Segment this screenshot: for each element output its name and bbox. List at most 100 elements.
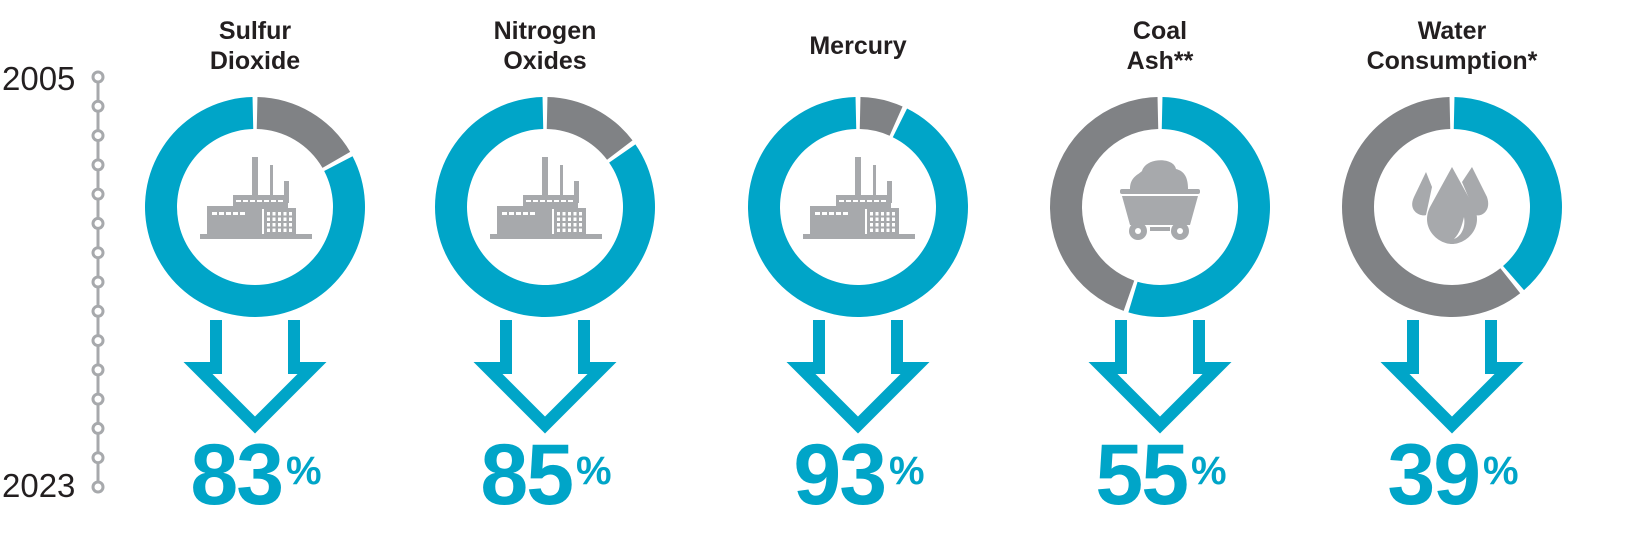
window (267, 223, 270, 227)
window (568, 200, 573, 202)
drop (1412, 172, 1432, 216)
window (219, 212, 224, 215)
remaining-segment (859, 97, 903, 136)
remaining-segment (1342, 97, 1521, 318)
water-drops-icon (1412, 167, 1489, 244)
window (278, 228, 281, 232)
smokestack (560, 165, 563, 195)
window (557, 228, 560, 232)
window (557, 223, 560, 227)
timeline-dot (91, 363, 105, 377)
timeline-dot (91, 246, 105, 260)
window (554, 200, 559, 202)
timeline-end-year: 2023 (2, 467, 76, 504)
metric-title: Coal Ash** (1030, 16, 1290, 76)
window (283, 223, 287, 227)
window (886, 228, 890, 232)
window (573, 223, 577, 227)
window (509, 212, 514, 215)
down-arrow-icon (786, 320, 930, 434)
window (568, 212, 571, 216)
reduction-value: 93 (793, 427, 887, 523)
window (530, 212, 535, 215)
drop (1462, 167, 1489, 216)
window (533, 200, 538, 202)
window (272, 212, 276, 216)
percent-sign: % (576, 449, 612, 493)
window (892, 217, 895, 221)
window (557, 217, 560, 221)
window (278, 200, 283, 202)
window (502, 212, 507, 215)
window (271, 200, 276, 202)
window (892, 228, 895, 232)
window (870, 223, 873, 227)
wheel-hub (1135, 228, 1141, 234)
window (579, 217, 582, 221)
window (289, 228, 292, 232)
window (892, 223, 895, 227)
factory-base (803, 234, 915, 239)
window (875, 212, 879, 216)
timeline-dot (91, 70, 105, 84)
wheel-hub (1177, 228, 1183, 234)
window (881, 212, 884, 216)
window (236, 200, 241, 202)
window (892, 212, 895, 216)
timeline-dot (91, 451, 105, 465)
metric-title: Sulfur Dioxide (125, 16, 385, 76)
reduction-percent: 55% (1030, 425, 1290, 525)
percent-sign: % (889, 449, 925, 493)
metric-title-line: Consumption* (1366, 47, 1538, 75)
window (568, 228, 571, 232)
window (822, 212, 827, 215)
drop-highlight (1454, 217, 1465, 239)
smokestack (574, 181, 579, 203)
window (815, 212, 820, 215)
donut-chart (145, 97, 365, 318)
timeline-dot (91, 304, 105, 318)
coal-cart-icon (1120, 160, 1200, 240)
window (874, 200, 879, 202)
down-arrow-icon (1380, 320, 1524, 434)
coal-pile (1130, 160, 1188, 189)
window (264, 200, 269, 202)
window (886, 223, 890, 227)
cart-rim (1120, 189, 1200, 194)
window (226, 212, 231, 215)
smokestack (542, 157, 548, 195)
down-arrow-outline (183, 320, 327, 434)
window (853, 200, 858, 202)
window (573, 228, 577, 232)
window (568, 217, 571, 221)
metric-title-line: Oxides (503, 47, 587, 75)
window (278, 212, 281, 216)
reduction-percent: 39% (1322, 425, 1582, 525)
metric-title-line: Mercury (809, 32, 907, 60)
metric-title-line: Sulfur (218, 17, 292, 45)
window (881, 200, 886, 202)
timeline-dot (91, 392, 105, 406)
window (523, 212, 528, 215)
window (561, 200, 566, 202)
reduction-segment (1128, 97, 1270, 318)
window (278, 217, 281, 221)
window (875, 223, 879, 227)
factory-icon (803, 157, 915, 239)
timeline-dot (91, 158, 105, 172)
reduction-segment (1453, 97, 1562, 291)
down-arrow-outline (1088, 320, 1232, 434)
window (870, 217, 873, 221)
down-arrow-outline (473, 320, 617, 434)
window (573, 212, 577, 216)
window (579, 212, 582, 216)
window (870, 228, 873, 232)
metric-title-line: Nitrogen (493, 17, 597, 45)
reduction-value: 39 (1387, 427, 1481, 523)
remaining-segment (546, 97, 633, 160)
down-arrow-icon (473, 320, 617, 434)
down-arrow-icon (1088, 320, 1232, 434)
window (562, 228, 566, 232)
timeline-start-year: 2005 (2, 60, 76, 97)
